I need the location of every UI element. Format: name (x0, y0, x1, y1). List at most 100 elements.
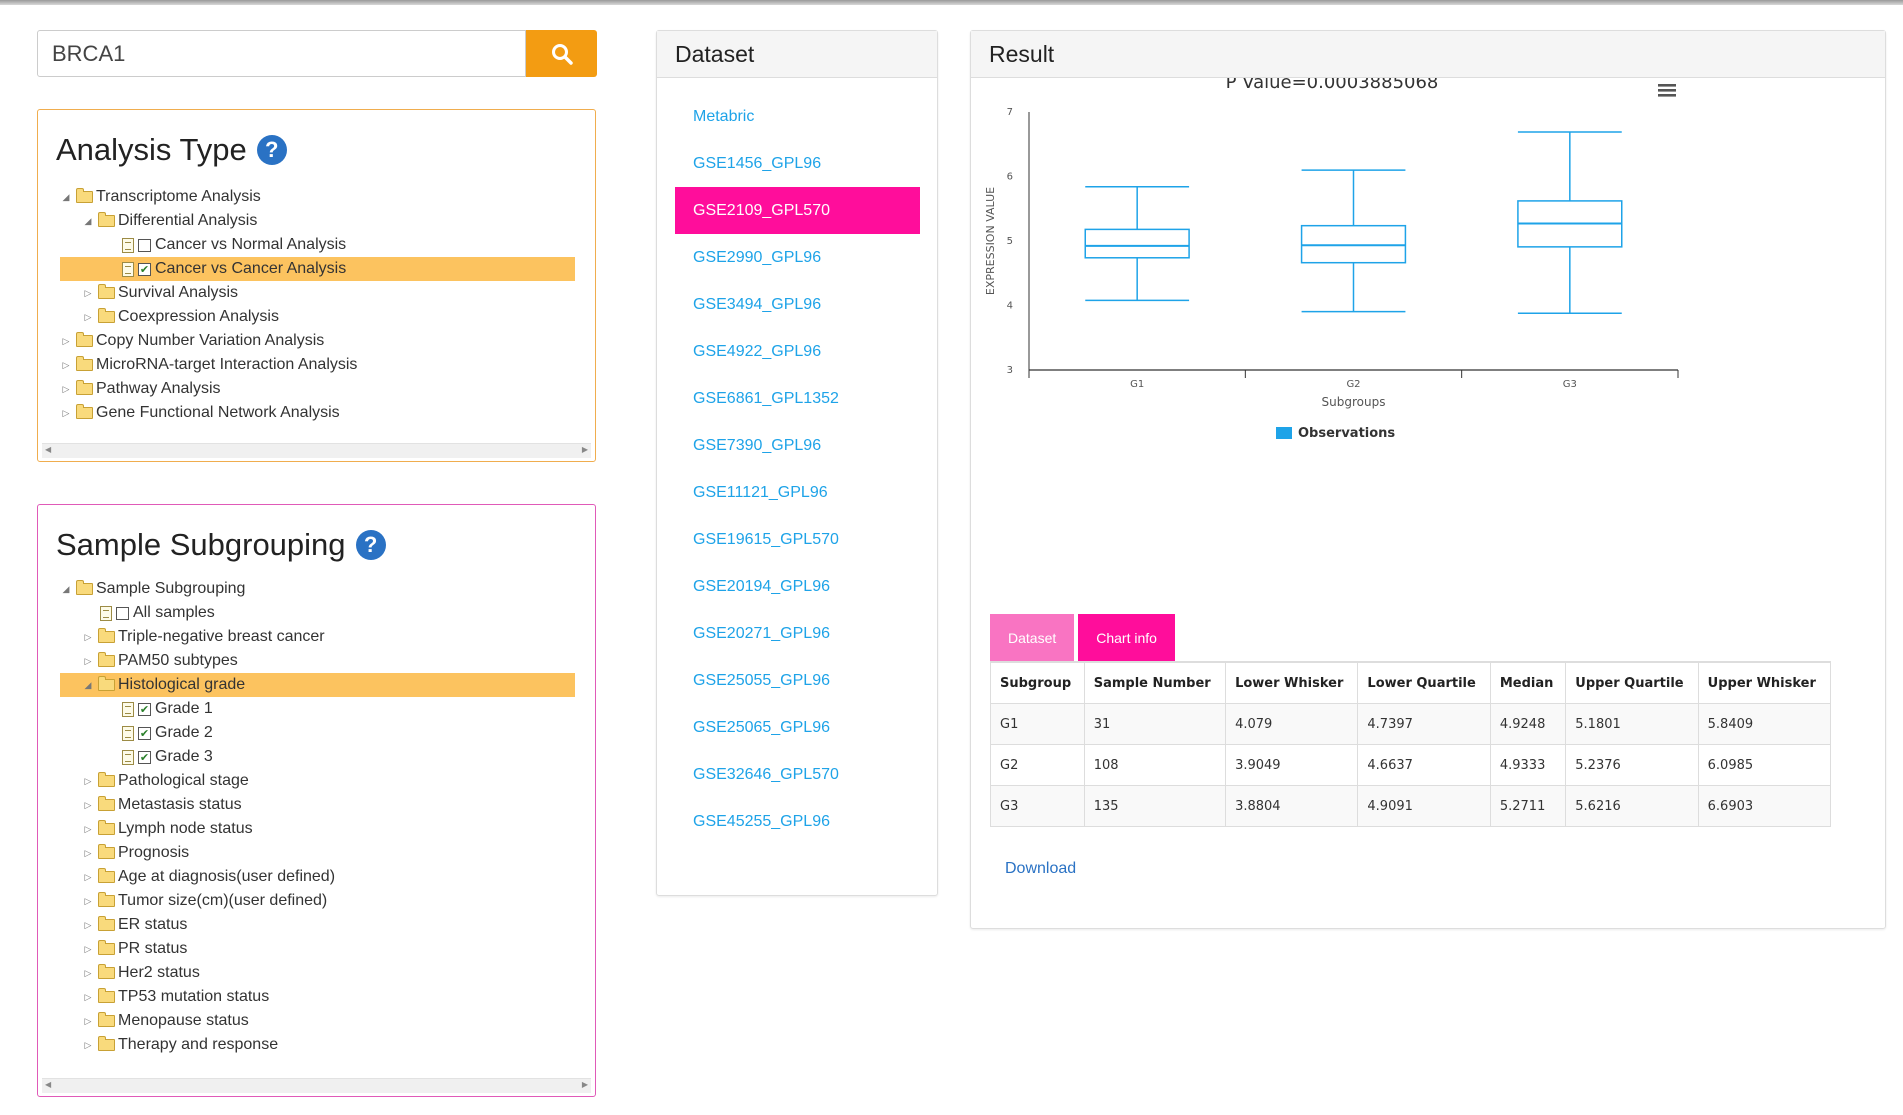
checkbox[interactable] (116, 606, 129, 620)
checkbox[interactable]: ✔ (138, 702, 151, 716)
folder-icon (98, 1012, 115, 1027)
tree-node[interactable]: ▷ Gene Functional Network Analysis (60, 401, 575, 425)
expand-arrow-right-icon[interactable]: ▷ (84, 775, 92, 786)
tree-node[interactable]: ▷ Pathway Analysis (60, 377, 575, 401)
expand-arrow-right-icon[interactable]: ▷ (84, 823, 92, 834)
tree-node[interactable]: ▷ Lymph node status (60, 817, 575, 841)
scroll-right-icon[interactable]: ▶ (581, 445, 588, 454)
tree-node[interactable]: All samples (60, 601, 575, 625)
dataset-item[interactable]: GSE45255_GPL96 (693, 812, 830, 830)
checkbox[interactable]: ✔ (138, 750, 151, 764)
dataset-item[interactable]: GSE20271_GPL96 (693, 624, 830, 642)
legend-swatch (1276, 427, 1292, 439)
y-tick-label: 6 (1007, 172, 1013, 183)
scroll-right-icon[interactable]: ▶ (581, 1080, 588, 1089)
expand-arrow-right-icon[interactable]: ▷ (84, 1015, 92, 1026)
table-row: G1 31 4.079 4.7397 4.9248 5.1801 5.8409 (990, 703, 1832, 745)
expand-arrow-right-icon[interactable]: ▷ (84, 847, 92, 858)
dataset-item[interactable]: GSE20194_GPL96 (693, 577, 830, 595)
scroll-left-icon[interactable]: ◀ (45, 445, 52, 454)
checkbox[interactable]: ✔ (138, 726, 151, 740)
download-link[interactable]: Download (1005, 860, 1077, 877)
horizontal-scrollbar[interactable]: ◀ ▶ (42, 443, 591, 458)
hamburger-menu-icon[interactable] (1658, 84, 1676, 97)
tree-node[interactable]: ▷ Menopause status (60, 1009, 575, 1033)
tree-node[interactable]: ▷ MicroRNA-target Interaction Analysis (60, 353, 575, 377)
tree-node[interactable]: ▷ PR status (60, 937, 575, 961)
gene-search-input[interactable] (37, 30, 526, 77)
document-icon (122, 725, 134, 741)
tree-node[interactable]: ▷ Triple-negative breast cancer (60, 625, 575, 649)
help-icon[interactable]: ? (256, 135, 287, 165)
tab-dataset[interactable]: Dataset (990, 614, 1075, 661)
expand-arrow-right-icon[interactable]: ▷ (84, 631, 92, 642)
document-icon (122, 237, 134, 253)
scroll-left-icon[interactable]: ◀ (45, 1080, 52, 1089)
dataset-item[interactable]: GSE6861_GPL1352 (693, 389, 839, 407)
expand-arrow-down-icon[interactable]: ◢ (84, 215, 92, 226)
expand-arrow-right-icon[interactable]: ▷ (84, 655, 92, 666)
expand-arrow-down-icon[interactable]: ◢ (62, 583, 70, 594)
tree-node[interactable]: ▷ Her2 status (60, 961, 575, 985)
tree-node[interactable]: ▷ Coexpression Analysis (60, 305, 575, 329)
dataset-list: Metabric GSE1456_GPL96 GSE2109_GPL570 GSE29… (675, 93, 920, 845)
tree-node[interactable]: ◢ Histological grade (60, 673, 575, 697)
dataset-item[interactable]: GSE2109_GPL570 (675, 187, 920, 234)
dataset-item[interactable]: GSE19615_GPL570 (693, 530, 839, 548)
dataset-item[interactable]: GSE1456_GPL96 (693, 154, 822, 172)
dataset-item[interactable]: GSE32646_GPL570 (693, 765, 839, 783)
tree-node[interactable]: ▷ Survival Analysis (60, 281, 575, 305)
expand-arrow-right-icon[interactable]: ▷ (62, 407, 70, 418)
tree-node[interactable]: ▷ Tumor size(cm)(user defined) (60, 889, 575, 913)
tree-node[interactable]: ▷ Copy Number Variation Analysis (60, 329, 575, 353)
sample-subgrouping-title: Sample Subgrouping (56, 527, 346, 562)
folder-icon (98, 988, 115, 1003)
tree-node[interactable]: ▷ Prognosis (60, 841, 575, 865)
tree-node[interactable]: ◢ Sample Subgrouping (60, 577, 575, 601)
dataset-item[interactable]: GSE3494_GPL96 (693, 295, 822, 313)
tree-node[interactable]: ▷ PAM50 subtypes (60, 649, 575, 673)
dataset-item[interactable]: GSE25055_GPL96 (693, 671, 830, 689)
dataset-item[interactable]: GSE4922_GPL96 (693, 342, 822, 360)
expand-arrow-down-icon[interactable]: ◢ (84, 679, 92, 690)
tree-node[interactable]: Cancer vs Normal Analysis (60, 233, 575, 257)
expand-arrow-right-icon[interactable]: ▷ (84, 1039, 92, 1050)
tree-node[interactable]: ▷ ER status (60, 913, 575, 937)
expand-arrow-right-icon[interactable]: ▷ (84, 799, 92, 810)
dataset-item[interactable]: Metabric (693, 107, 755, 125)
expand-arrow-right-icon[interactable]: ▷ (84, 991, 92, 1002)
expand-arrow-right-icon[interactable]: ▷ (84, 943, 92, 954)
tree-node[interactable]: ▷ Pathological stage (60, 769, 575, 793)
dataset-item[interactable]: GSE7390_GPL96 (693, 436, 822, 454)
dataset-item[interactable]: GSE25065_GPL96 (693, 718, 830, 736)
checkbox[interactable]: ✔ (138, 262, 151, 276)
tree-node[interactable]: ◢ Transcriptome Analysis (60, 185, 575, 209)
tree-node[interactable]: ▷ Therapy and response (60, 1033, 575, 1057)
folder-icon (98, 652, 115, 667)
tab-chart-info[interactable]: Chart info (1078, 614, 1175, 661)
tree-node[interactable]: ✔ Grade 1 (60, 697, 575, 721)
help-icon[interactable]: ? (355, 530, 386, 560)
expand-arrow-right-icon[interactable]: ▷ (84, 919, 92, 930)
tree-node[interactable]: ✔ Cancer vs Cancer Analysis (60, 257, 575, 281)
tree-node[interactable]: ✔ Grade 2 (60, 721, 575, 745)
expand-arrow-right-icon[interactable]: ▷ (62, 359, 70, 370)
expand-arrow-right-icon[interactable]: ▷ (84, 967, 92, 978)
expand-arrow-right-icon[interactable]: ▷ (62, 383, 70, 394)
tree-node[interactable]: ▷ Age at diagnosis(user defined) (60, 865, 575, 889)
search-button[interactable] (526, 30, 597, 77)
checkbox[interactable] (138, 238, 151, 252)
dataset-item[interactable]: GSE2990_GPL96 (693, 248, 822, 266)
expand-arrow-right-icon[interactable]: ▷ (62, 335, 70, 346)
tree-node[interactable]: ▷ Metastasis status (60, 793, 575, 817)
tree-node[interactable]: ◢ Differential Analysis (60, 209, 575, 233)
tree-node[interactable]: ✔ Grade 3 (60, 745, 575, 769)
dataset-item[interactable]: GSE11121_GPL96 (693, 483, 828, 501)
expand-arrow-right-icon[interactable]: ▷ (84, 895, 92, 906)
expand-arrow-right-icon[interactable]: ▷ (84, 871, 92, 882)
expand-arrow-right-icon[interactable]: ▷ (84, 287, 92, 298)
tree-node[interactable]: ▷ TP53 mutation status (60, 985, 575, 1009)
expand-arrow-down-icon[interactable]: ◢ (62, 191, 70, 202)
expand-arrow-right-icon[interactable]: ▷ (84, 311, 92, 322)
horizontal-scrollbar[interactable]: ◀ ▶ (42, 1078, 591, 1093)
